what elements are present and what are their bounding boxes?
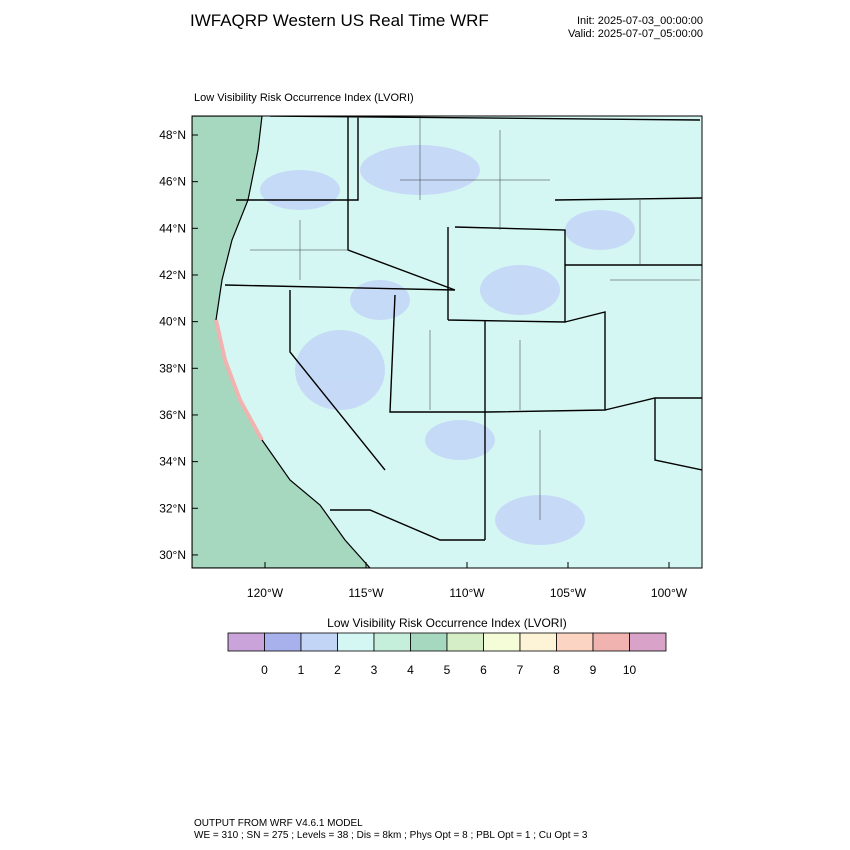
lat-tick-label: 42°N [159,268,186,282]
lat-tick-label: 40°N [159,315,186,329]
colorbar-box [519,632,557,652]
state-borders [224,116,702,541]
colorbar-box [264,632,302,652]
colorbar-box [337,632,375,652]
risk-patches [260,145,635,545]
county-borders [250,116,700,520]
colorbar-label: 6 [480,663,487,677]
colorbar-box [300,632,338,652]
colorbar-label: 0 [261,663,268,677]
lat-tick-label: 36°N [159,408,186,422]
footer-line: WE = 310 ; SN = 275 ; Levels = 38 ; Dis … [194,830,588,841]
lon-tick-label: 120°W [247,586,284,600]
title: IWFAQRP Western US Real Time WRF [190,11,489,30]
colorbar-box [373,632,411,652]
colorbar-label: 10 [623,663,637,677]
colorbar-label: 3 [371,663,378,677]
valid-time: Valid: 2025-07-07_05:00:00 [568,28,703,40]
colorbar-box [483,632,521,652]
colorbar-label: 7 [517,663,524,677]
colorbar-label: 4 [407,663,414,677]
init-time: Init: 2025-07-03_00:00:00 [577,15,703,27]
map-frame [191,115,703,569]
coastal-risk [214,319,264,441]
colorbar-label: 1 [298,663,305,677]
lat-tick-label: 46°N [159,175,186,189]
map-subtitle: Low Visibility Risk Occurrence Index (LV… [194,92,414,104]
colorbar-label: 5 [444,663,451,677]
lon-tick-label: 115°W [348,586,384,600]
colorbar-box [446,632,484,652]
lon-tick-label: 100°W [651,586,688,600]
lat-tick-label: 34°N [159,455,186,469]
lon-tick-label: 105°W [550,586,587,600]
colorbar-box [556,632,594,652]
lat-tick-label: 32°N [159,501,186,515]
colorbar-label: 9 [590,663,597,677]
lat-tick-label: 44°N [159,221,186,235]
colorbar-label: 2 [334,663,341,677]
colorbar-title: Low Visibility Risk Occurrence Index (LV… [327,616,567,630]
map-area [192,116,702,568]
colorbar-label: 8 [553,663,560,677]
colorbar-box [629,632,667,652]
footer-line: OUTPUT FROM WRF V4.6.1 MODEL [194,818,363,829]
colorbar-box [227,632,265,652]
lat-tick-label: 30°N [159,548,186,562]
colorbar-box [592,632,630,652]
lat-tick-label: 48°N [159,128,186,142]
lat-tick-label: 38°N [159,361,186,375]
lon-tick-label: 110°W [449,586,485,600]
colorbar-box [410,632,448,652]
